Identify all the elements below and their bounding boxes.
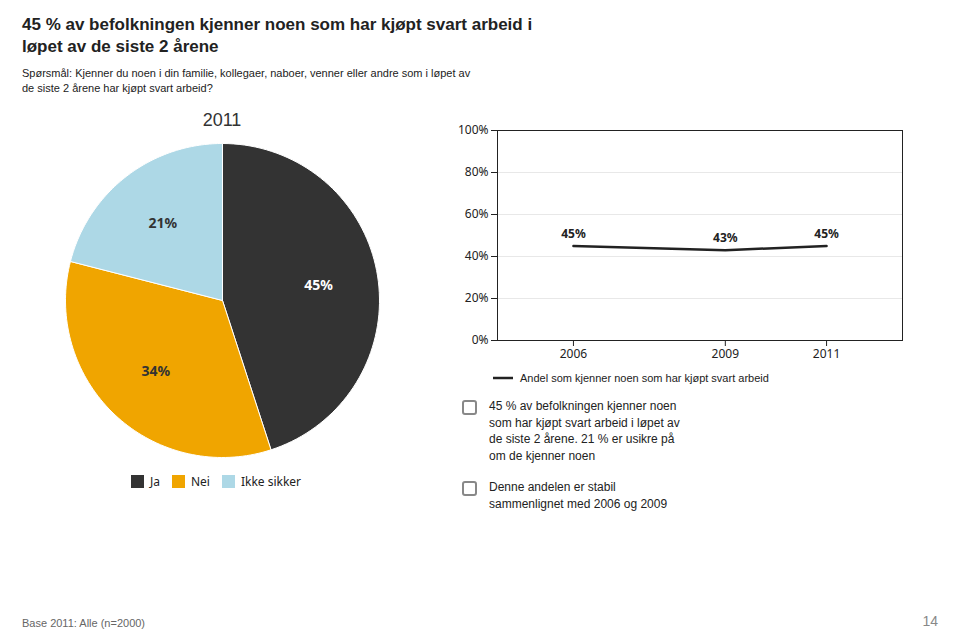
svg-text:2006: 2006 [560,345,588,362]
html-text:45 % av befolkningen kjenner n: 45 % av befolkningen kjenner noen som ha… [489,398,680,464]
html-text:2011: 2011 [202,109,242,130]
svg-text:100%: 100% [458,121,489,138]
svg-text:2011: 2011 [813,345,840,362]
html-text:14: 14 [922,613,938,629]
svg-text:34%: 34% [142,361,171,380]
svg-text:43%: 43% [713,229,738,246]
svg-text:21%: 21% [149,213,178,232]
svg-text:80%: 80% [465,163,489,180]
html-text:45 % av befolkningen kjenner n: 45 % av befolkningen kjenner noen som ha… [22,15,533,57]
svg-text:45%: 45% [561,225,586,242]
svg-text:0%: 0% [472,331,489,348]
html-text:Denne andelen er stabil sammen: Denne andelen er stabil sammenlignet med… [489,480,668,511]
svg-text:2009: 2009 [712,345,740,362]
html-text:Ja: Ja [149,472,160,490]
html-text:Ikke sikker: Ikke sikker [240,472,302,490]
svg-text:20%: 20% [465,289,489,306]
html-text:Spørsmål: Kjenner du noen i di: Spørsmål: Kjenner du noen i din familie,… [22,67,471,94]
svg-text:40%: 40% [465,247,489,264]
html-text:Base 2011: Alle (n=2000): Base 2011: Alle (n=2000) [22,617,145,629]
svg-text:45%: 45% [814,225,839,242]
html-text:Andel som kjenner noen som har: Andel som kjenner noen som har kjøpt sva… [520,371,769,384]
svg-text:60%: 60% [465,205,489,222]
svg-text:45%: 45% [304,275,333,294]
html-text:Nei: Nei [190,472,210,490]
